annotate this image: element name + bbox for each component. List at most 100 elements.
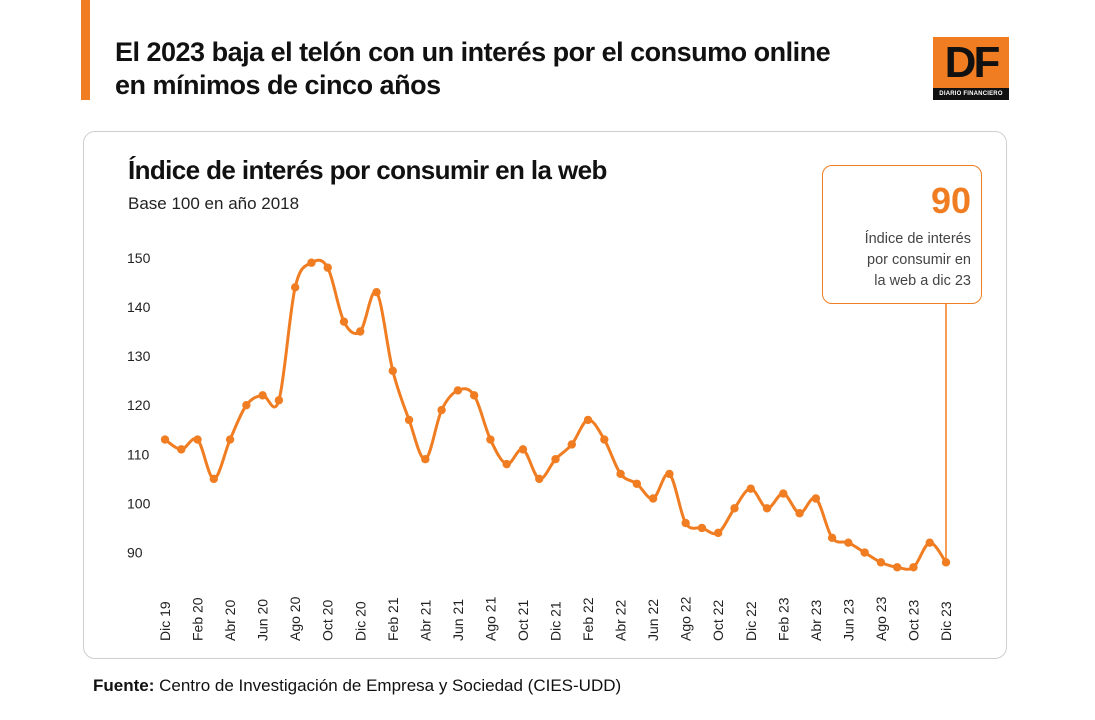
series-line [163, 258, 948, 571]
x-tick-label: Abr 23 [808, 600, 824, 641]
data-point [762, 504, 772, 513]
headline-line-2: en mínimos de cinco años [115, 70, 441, 100]
page-headline: El 2023 baja el telón con un interés por… [115, 36, 875, 102]
data-point [323, 263, 332, 272]
data-point [567, 440, 576, 449]
data-point [681, 518, 690, 528]
x-tick-label: Jun 23 [840, 599, 856, 641]
data-point [225, 435, 235, 444]
data-point [909, 563, 918, 572]
data-point [600, 435, 609, 444]
data-point [876, 558, 886, 567]
x-tick-label: Dic 20 [352, 601, 368, 641]
x-tick-label: Abr 21 [417, 600, 433, 641]
y-tick-label: 150 [127, 250, 151, 266]
data-point [583, 415, 593, 425]
callout-description: Índice de interés por consumir en la web… [831, 229, 971, 292]
y-tick-label: 120 [127, 397, 151, 413]
data-point [469, 391, 479, 400]
source-label: Fuente: [93, 676, 155, 695]
x-tick-label: Ago 22 [678, 596, 694, 641]
data-point [697, 523, 707, 533]
data-point [925, 538, 934, 547]
latest-value-callout: 90 Índice de interés por consumir en la … [822, 165, 982, 304]
x-tick-label: Feb 20 [190, 597, 206, 641]
data-point [209, 474, 219, 484]
x-tick-label: Ago 23 [873, 596, 889, 641]
data-point [242, 400, 251, 410]
data-point [811, 494, 821, 503]
data-point [648, 494, 658, 503]
data-point [892, 563, 902, 572]
data-point [339, 317, 349, 326]
data-point [502, 459, 511, 469]
x-tick-label: Abr 22 [613, 600, 629, 641]
data-point [372, 288, 381, 297]
headline-line-1: El 2023 baja el telón con un interés por… [115, 37, 831, 67]
x-tick-label: Dic 22 [743, 601, 759, 641]
data-point [746, 484, 755, 493]
data-point [779, 489, 788, 498]
chart-subtitle: Base 100 en año 2018 [128, 194, 300, 213]
source-note: Fuente: Centro de Investigación de Empre… [93, 676, 621, 696]
x-tick-label: Ago 21 [482, 596, 498, 641]
data-point [307, 258, 316, 267]
logo-letters: DF [944, 38, 1001, 87]
data-point [177, 445, 186, 454]
x-tick-label: Feb 21 [385, 597, 401, 641]
callout-line-3: la web a dic 23 [874, 273, 971, 289]
data-point [616, 469, 625, 479]
y-tick-label: 130 [127, 348, 151, 364]
data-point [453, 386, 463, 395]
data-point [356, 327, 365, 336]
x-tick-label: Ago 20 [287, 596, 303, 641]
data-point [486, 435, 495, 444]
x-tick-label: Oct 21 [515, 600, 531, 641]
data-point [160, 435, 170, 444]
callout-line-2: por consumir en [867, 252, 971, 268]
data-point [193, 435, 202, 444]
data-point [714, 528, 723, 538]
x-tick-label: Abr 20 [222, 600, 238, 641]
x-tick-label: Jun 20 [255, 599, 271, 641]
callout-line-1: Índice de interés [864, 231, 971, 247]
data-point [795, 509, 804, 518]
x-tick-label: Feb 23 [775, 597, 791, 641]
data-point [665, 469, 674, 479]
data-point [258, 391, 267, 400]
y-tick-label: 140 [127, 299, 151, 315]
x-tick-label: Feb 22 [580, 597, 596, 641]
data-point [827, 533, 837, 542]
data-point [421, 455, 430, 464]
data-point [535, 474, 544, 484]
data-point [274, 396, 284, 405]
logo-name: DIARIO FINANCIERO [933, 88, 1009, 100]
data-point [290, 283, 300, 292]
data-point [730, 504, 739, 513]
source-text: Centro de Investigación de Empresa y Soc… [159, 676, 622, 695]
x-tick-label: Jun 22 [645, 599, 661, 641]
x-tick-label: Jun 21 [450, 599, 466, 641]
accent-bar [81, 0, 90, 100]
x-tick-label: Dic 21 [548, 601, 564, 641]
data-point [518, 445, 528, 454]
x-tick-label: Oct 22 [710, 600, 726, 641]
y-tick-label: 100 [127, 495, 151, 511]
data-point [844, 538, 853, 547]
data-point [388, 366, 397, 375]
y-tick-label: 110 [127, 446, 150, 462]
x-tick-label: Dic 23 [938, 601, 954, 641]
df-logo: DF DIARIO FINANCIERO [933, 37, 1009, 100]
data-point [632, 479, 642, 488]
y-tick-label: 90 [127, 545, 143, 561]
chart-title: Índice de interés por consumir en la web [128, 155, 607, 185]
x-tick-label: Dic 19 [157, 601, 173, 641]
data-point [551, 455, 560, 464]
data-point [404, 415, 414, 425]
x-tick-label: Oct 20 [320, 600, 336, 641]
x-tick-label: Oct 23 [905, 600, 921, 641]
data-point [437, 405, 446, 415]
data-point [941, 558, 951, 567]
data-point [860, 548, 869, 557]
